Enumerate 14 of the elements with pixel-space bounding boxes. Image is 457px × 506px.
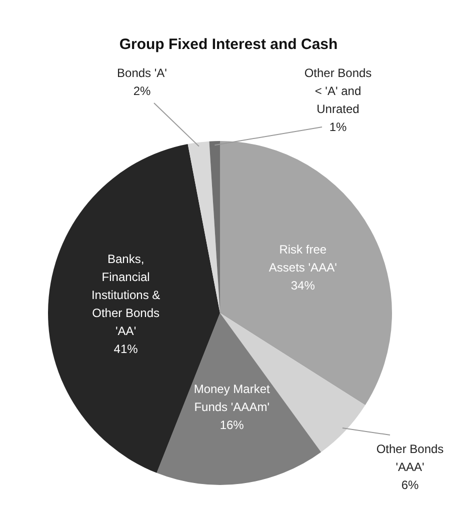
slice-label: Other Bonds < 'A' and Unrated bbox=[304, 66, 372, 116]
data-label: 41% bbox=[114, 342, 138, 356]
data-label: 16% bbox=[220, 418, 244, 432]
data-label: 34% bbox=[290, 278, 316, 292]
data-label: 6% bbox=[401, 478, 419, 492]
slice-label: Risk free Assets 'AAA' bbox=[268, 242, 337, 274]
slice-label: Other Bonds 'AAA' bbox=[376, 442, 444, 474]
slice-label: Banks, Financial Institutions & Other Bonds 'AA' bbox=[91, 252, 160, 338]
data-label: 1% bbox=[329, 120, 347, 134]
pie-slice bbox=[188, 141, 220, 313]
data-label: 2% bbox=[133, 84, 151, 98]
chart-title: Group Fixed Interest and Cash bbox=[118, 36, 339, 53]
slice-label: Money Market Funds 'AAAm' bbox=[194, 382, 271, 414]
slice-label: Bonds 'A' bbox=[117, 66, 167, 80]
